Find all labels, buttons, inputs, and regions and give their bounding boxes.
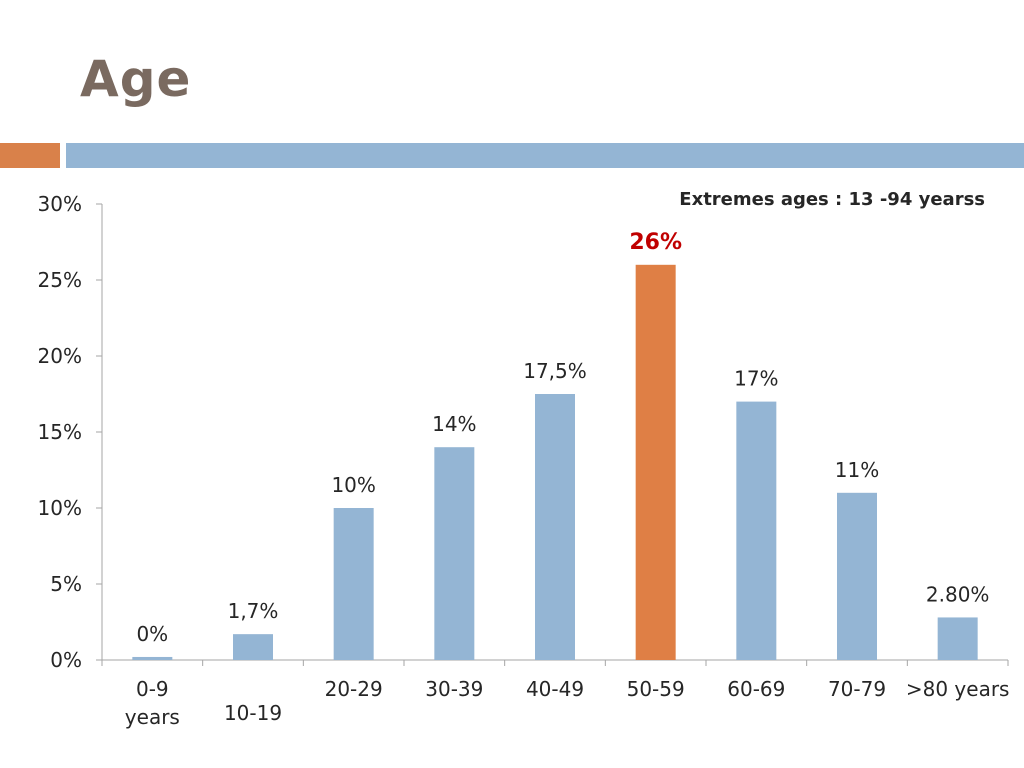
x-tick-label: 50-59 [627,677,685,701]
x-tick-label: 10-19 [224,701,282,725]
y-tick-label: 10% [38,496,82,520]
x-tick-label: >80 years [906,677,1010,701]
x-tick-label: 60-69 [727,677,785,701]
data-label: 26% [629,230,682,255]
bar [434,447,475,660]
bar [535,394,575,660]
y-tick-label: 20% [38,344,82,368]
x-tick-label: 30-39 [425,677,483,701]
y-tick-label: 5% [50,572,82,596]
x-tick-label: 70-79 [828,677,886,701]
x-tick-label: 0-9 [136,677,169,701]
slide-title: Age [80,50,192,108]
y-tick-label: 25% [38,268,82,292]
x-tick-label: 20-29 [325,677,383,701]
data-label: 14% [432,412,476,436]
data-label: 17% [734,367,778,391]
data-label: 1,7% [228,599,279,623]
chart-bars [132,264,978,660]
bar [937,617,978,660]
x-tick-label: 40-49 [526,677,584,701]
data-label: 10% [331,473,375,497]
data-label: 0% [136,622,168,646]
bar [837,492,877,660]
data-label: 11% [835,458,879,482]
data-label: 17,5% [523,359,587,383]
bar [736,401,777,660]
bar [333,508,374,660]
bar [132,656,173,660]
y-tick-label: 30% [38,192,82,216]
x-tick-label: years [125,705,180,729]
bar [635,264,676,660]
bar [233,634,273,660]
chart-annotation: Extremes ages : 13 -94 yearss [679,189,985,210]
y-tick-label: 0% [50,648,82,672]
accent-bar [66,143,1024,168]
accent-block [0,143,60,168]
data-label: 2.80% [926,582,990,606]
chart-labels: 0% 0-9 years 1,7% 10-19 10% 20-29 14% 30-39 17,5%… [125,230,1010,729]
y-tick-label: 15% [38,420,82,444]
